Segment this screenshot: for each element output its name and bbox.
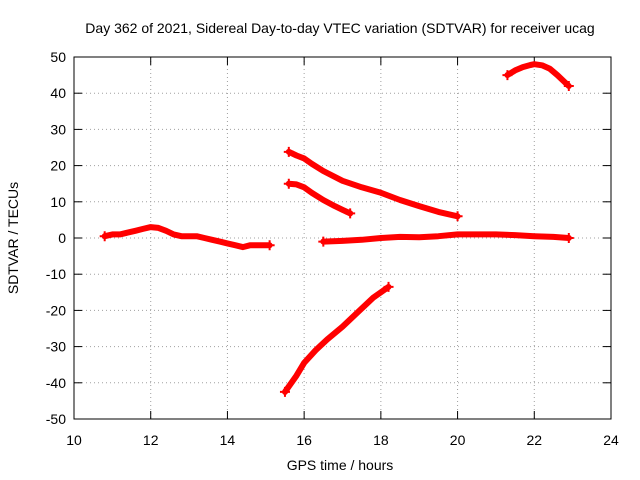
y-tick-label: -20	[46, 302, 66, 318]
series-arc-6	[504, 61, 572, 89]
data-series	[99, 61, 574, 397]
x-tick-label: 10	[66, 432, 82, 448]
y-axis-title: SDTVAR / TECUs	[5, 182, 21, 294]
x-tick-label: 16	[296, 432, 312, 448]
series-endpoint-marker	[502, 70, 513, 81]
series-arc-3	[285, 148, 461, 220]
series-endpoint-marker	[345, 208, 356, 219]
x-tick-label: 18	[373, 432, 389, 448]
x-tick-label: 20	[450, 432, 466, 448]
series-arc-1	[101, 224, 273, 251]
y-tick-label: -30	[46, 339, 66, 355]
x-tick-label: 12	[143, 432, 159, 448]
series-endpoint-marker	[283, 146, 294, 157]
axis-ticks: 10 12 14 16 18 20 22 24 -50 -40 -30 -20 -10 0 10 20 30 40…	[46, 49, 619, 448]
chart-title: Day 362 of 2021, Sidereal Day-to-day VTE…	[85, 20, 594, 36]
y-tick-label: 0	[58, 230, 66, 246]
series-endpoint-marker	[452, 211, 463, 222]
y-tick-label: 10	[50, 194, 66, 210]
y-tick-label: 20	[50, 158, 66, 174]
series-endpoint-marker	[279, 386, 290, 397]
y-tick-label: -50	[46, 411, 66, 427]
series-endpoint-marker	[563, 80, 574, 91]
series-endpoint-marker	[264, 240, 275, 251]
x-tick-label: 22	[526, 432, 542, 448]
y-tick-label: -10	[46, 266, 66, 282]
series-endpoint-marker	[383, 281, 394, 292]
y-tick-label: 40	[50, 85, 66, 101]
plot-frame	[73, 56, 612, 420]
x-axis-title: GPS time / hours	[287, 457, 394, 473]
series-endpoint-marker	[283, 178, 294, 189]
series-arc-2	[285, 180, 354, 217]
y-tick-label: 50	[50, 49, 66, 65]
series-arc-4	[282, 283, 392, 395]
series-endpoint-marker	[99, 231, 110, 242]
series-arc-5	[320, 231, 572, 245]
y-tick-label: -40	[46, 375, 66, 391]
x-tick-label: 24	[603, 432, 619, 448]
series-endpoint-marker	[563, 233, 574, 243]
series-endpoint-marker	[318, 236, 329, 247]
y-tick-label: 30	[50, 121, 66, 137]
x-tick-label: 14	[220, 432, 236, 448]
